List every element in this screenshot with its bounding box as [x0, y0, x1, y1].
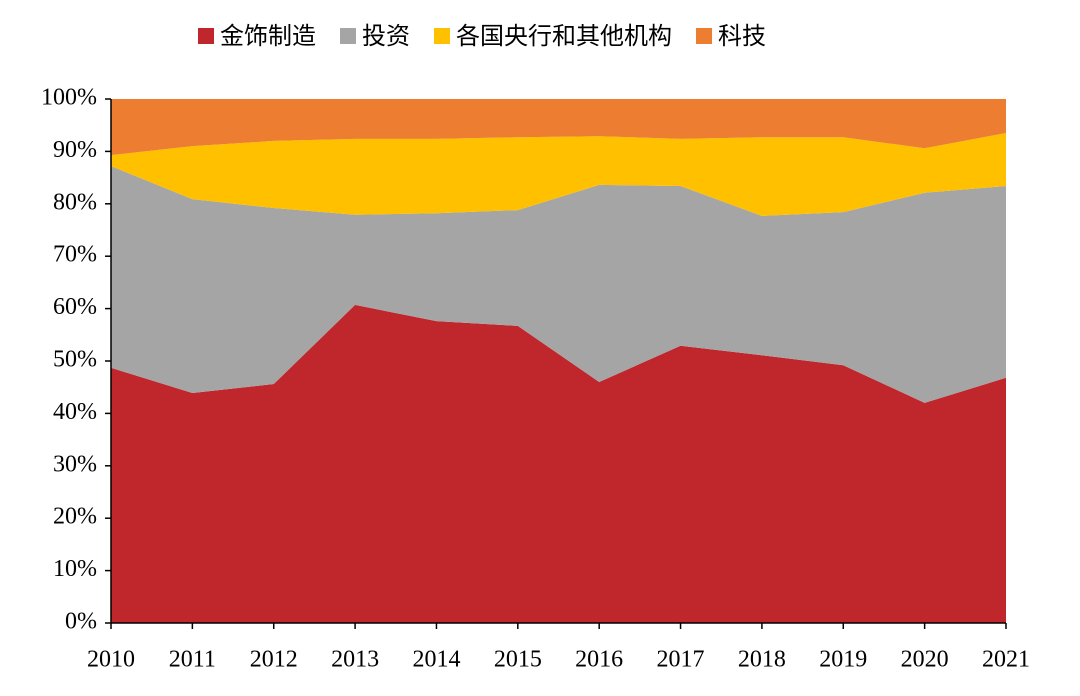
x-tick-label: 2014 [412, 647, 460, 673]
x-tick-label: 2019 [819, 647, 867, 673]
area [111, 99, 1006, 156]
y-tick-label: 70% [53, 242, 97, 268]
x-tick-label: 2011 [169, 647, 216, 673]
x-tick-label: 2018 [738, 647, 786, 673]
legend-label: 科技 [718, 22, 766, 50]
y-tick-label: 40% [53, 399, 97, 425]
x-tick-label: 2017 [657, 647, 705, 673]
legend-label: 金饰制造 [220, 22, 316, 50]
x-tick-label: 2021 [982, 647, 1030, 673]
y-tick-label: 60% [53, 294, 97, 320]
x-tick-label: 2012 [250, 647, 298, 673]
x-tick-label: 2016 [575, 647, 623, 673]
legend-swatch [434, 28, 450, 44]
y-tick-label: 30% [53, 451, 97, 477]
legend-swatch [696, 28, 712, 44]
x-tick-label: 2020 [901, 647, 949, 673]
y-tick-label: 80% [53, 189, 97, 215]
y-tick-label: 90% [53, 137, 97, 163]
y-tick-label: 10% [53, 556, 97, 582]
legend-swatch [198, 28, 214, 44]
area [111, 133, 1006, 216]
x-tick-label: 2013 [331, 647, 379, 673]
y-tick-label: 20% [53, 504, 97, 530]
y-tick-label: 50% [53, 347, 97, 373]
x-tick-label: 2015 [494, 647, 542, 673]
area [111, 166, 1006, 403]
legend-label: 投资 [362, 22, 410, 50]
legend-label: 各国央行和其他机构 [456, 22, 672, 50]
area [111, 304, 1006, 623]
y-tick-label: 0% [65, 609, 97, 635]
y-tick-label: 100% [41, 85, 97, 111]
x-tick-label: 2010 [87, 647, 135, 673]
legend-swatch [340, 28, 356, 44]
